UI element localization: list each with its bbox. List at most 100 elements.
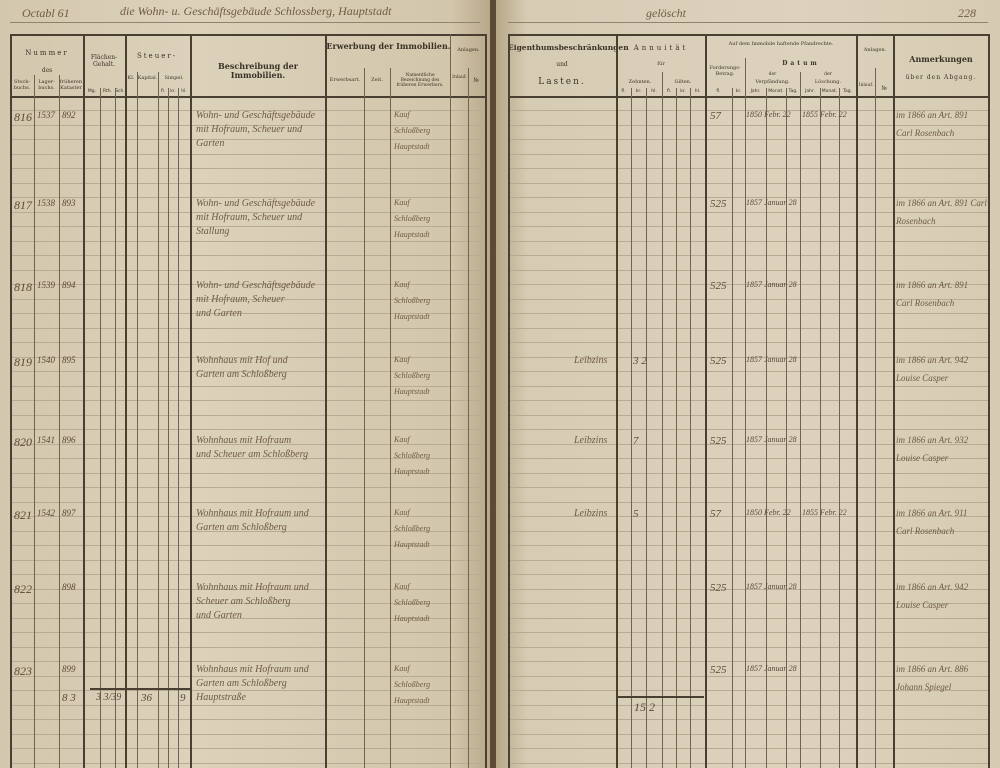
hdr-anlagen: Anlagen. <box>457 47 480 53</box>
lasten-entry: Leibzins <box>574 355 608 366</box>
hdr-verpf-sub-tag: Tag. <box>788 89 798 94</box>
title-rule <box>508 22 988 23</box>
ruled-line <box>10 458 486 459</box>
total-kapital: 36 <box>141 692 152 704</box>
row-number: 819 <box>14 355 32 369</box>
verpfaendung-date: 1850 Febr. 22 <box>746 110 791 119</box>
erwerber-line: Kauf <box>394 664 410 673</box>
hdr-gilten-sub-kr: kr. <box>680 89 686 94</box>
description-line: mit Hofraum, Scheuer und <box>196 124 303 135</box>
hdr-des: des <box>41 67 53 74</box>
hdr-zehnten-sub-fl: fl. <box>621 89 626 94</box>
erwerber-line: Hauptstadt <box>394 230 430 239</box>
erwerber-line: Kauf <box>394 582 410 591</box>
column-rule <box>662 72 663 768</box>
description-line: Stallung <box>196 226 230 237</box>
ruled-line <box>508 153 990 155</box>
ruled-line <box>10 139 486 140</box>
description-line: mit Hofraum, Scheuer <box>196 294 285 305</box>
total-zehnten: 15 2 <box>634 700 655 714</box>
column-rule <box>10 34 12 768</box>
erwerber-line: Hauptstadt <box>394 142 430 151</box>
frueherer-kataster: 894 <box>62 280 76 290</box>
erwerber-line: Hauptstadt <box>394 312 430 321</box>
hdr-verpf-sub-monat: Monat. <box>768 89 784 94</box>
ruled-line <box>508 530 990 532</box>
column-rule <box>390 68 391 768</box>
hdr-und: und <box>556 61 568 68</box>
right-ledger-page: gelöscht 228 Eigenthumsbeschränkungen un… <box>496 0 1000 768</box>
description-line: mit Hofraum, Scheuer und <box>196 212 303 223</box>
lasten-entry: Leibzins <box>574 508 608 519</box>
hdr-zeit: Zeit. <box>371 77 383 83</box>
erwerber-line: Kauf <box>394 508 410 517</box>
column-rule <box>364 68 365 768</box>
page-number: 228 <box>958 6 976 20</box>
hdr-kl: Kl. <box>127 75 135 81</box>
hdr-stockbuch: Stock-buchs. <box>13 79 31 91</box>
total-mg: 8 3 <box>62 692 76 704</box>
column-rule <box>800 72 801 768</box>
column-rule <box>178 88 179 768</box>
remark-line: im 1866 an Art. 891 <box>896 280 969 290</box>
frueherer-kataster: 896 <box>62 435 76 445</box>
ruled-line <box>10 284 486 285</box>
forderung-betrag: 525 <box>710 435 727 447</box>
ruled-line <box>508 284 990 285</box>
hdr-namentliche: Namentliche Bezeichnung des früheren Erw… <box>396 73 444 88</box>
ruled-line <box>508 588 990 590</box>
ruled-line <box>10 240 486 242</box>
ruled-line <box>508 516 990 517</box>
ruled-line <box>508 211 990 213</box>
ruled-line <box>10 588 486 590</box>
ruled-line <box>508 704 990 706</box>
column-rule <box>856 34 858 768</box>
hdr-flaechen-sub-rth: Rth. <box>102 89 113 94</box>
description-line: Wohnhaus mit Hof und <box>196 355 288 366</box>
erwerber-line: Hauptstadt <box>394 696 430 705</box>
frueherer-kataster: 899 <box>62 664 76 674</box>
lagerbuch-number: 1537 <box>37 110 55 120</box>
hdr-flaechen: Flächen-Gehalt. <box>90 54 118 68</box>
verpfaendung-date: 1857 Januar 28 <box>746 355 797 364</box>
ruled-line <box>10 762 486 764</box>
ruled-line <box>10 110 486 111</box>
ruled-line <box>508 501 990 503</box>
row-number: 818 <box>14 280 32 294</box>
ruled-line <box>508 646 990 648</box>
ruled-line <box>10 704 486 706</box>
erwerber-line: Schloßberg <box>394 524 431 533</box>
hdr-verpf-sub-jahr: Jahr. <box>750 89 761 94</box>
description-line: Scheuer am Schloßberg <box>196 596 291 607</box>
hdr-loesch-sub-monat: Monat. <box>821 89 838 94</box>
description-line: Garten <box>196 138 225 149</box>
hdr-fuer: für <box>657 61 665 67</box>
erwerber-line: Hauptstadt <box>394 540 430 549</box>
column-rule <box>839 88 840 768</box>
ruled-line <box>508 298 990 300</box>
ruled-line <box>508 472 990 474</box>
ruled-line <box>10 327 486 329</box>
hdr-erwerbung: Erwerbung der Immobilien. <box>326 41 451 51</box>
verpfaendung-date: 1857 Januar 28 <box>746 435 797 444</box>
remark-line: Louise Casper <box>896 453 949 463</box>
top-rule <box>508 34 990 36</box>
hdr-simpel-sub-hl: hl. <box>181 89 187 94</box>
ruled-line <box>10 226 486 227</box>
hdr-inlauf: Inlauf. <box>452 75 467 80</box>
remark-line: Louise Casper <box>896 373 949 383</box>
column-rule <box>766 88 767 768</box>
column-rule <box>158 72 159 768</box>
column-rule <box>125 34 127 768</box>
row-number: 822 <box>14 582 32 596</box>
top-rule <box>10 34 486 36</box>
remark-line: Louise Casper <box>896 600 949 610</box>
ruled-line <box>10 646 486 648</box>
column-rule <box>631 88 632 768</box>
remark-line: Carl Rosenbach <box>896 128 955 138</box>
column-rule <box>745 58 746 768</box>
erwerber-line: Schloßberg <box>394 214 431 223</box>
column-rule <box>190 34 192 768</box>
ruled-line <box>10 371 486 372</box>
column-rule <box>34 75 35 768</box>
